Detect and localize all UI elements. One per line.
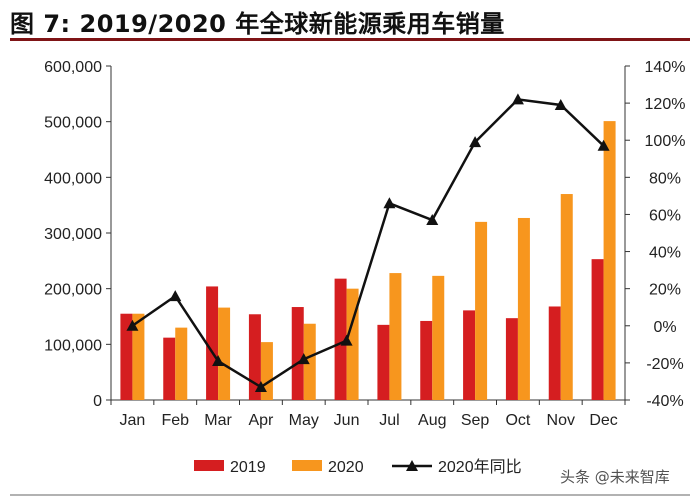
x-tick-label: Sep: [461, 412, 490, 429]
left-tick-label: 0: [93, 393, 102, 410]
yoy-marker: [554, 98, 567, 110]
yoy-marker: [212, 355, 225, 367]
right-tick-label: -20%: [646, 356, 683, 373]
x-tick-label: May: [289, 412, 319, 429]
bar-2019: [548, 306, 561, 400]
yoy-marker: [597, 139, 610, 151]
chart-title: 图 7: 2019/2020 年全球新能源乘用车销量: [10, 10, 505, 38]
left-tick-label: 300,000: [44, 226, 102, 243]
bar-2020: [475, 221, 488, 400]
bar-series: [120, 121, 616, 401]
x-tick-label: Apr: [248, 412, 274, 429]
bar-2019: [505, 318, 518, 400]
left-tick-label: 400,000: [44, 170, 102, 187]
right-tick-label: 0%: [653, 319, 676, 336]
bar-2020: [603, 121, 616, 401]
bar-2019: [291, 307, 304, 400]
bar-2020: [175, 327, 188, 400]
bar-2020: [218, 307, 231, 400]
legend-marker-yoy: [406, 460, 418, 471]
x-tick-label: Mar: [204, 412, 232, 429]
yoy-marker: [297, 353, 310, 365]
x-tick-label: Dec: [589, 412, 617, 429]
bar-2020: [132, 313, 145, 400]
legend-label-2019: 2019: [230, 459, 266, 476]
bar-2019: [591, 259, 604, 400]
title-rule: [10, 38, 690, 41]
yoy-marker: [383, 197, 396, 209]
x-tick-label: Jan: [120, 412, 146, 429]
bar-2020: [389, 273, 402, 400]
right-tick-label: 100%: [645, 133, 686, 150]
bar-2019: [163, 337, 176, 400]
x-tick-label: Nov: [547, 412, 575, 429]
yoy-marker: [126, 319, 139, 331]
legend-label-2020: 2020: [328, 459, 364, 476]
bar-2020: [303, 323, 316, 400]
bar-2019: [334, 278, 347, 400]
bar-2020: [560, 194, 573, 400]
bar-2020: [432, 275, 445, 400]
x-tick-label: Feb: [161, 412, 189, 429]
legend-swatch-2020: [292, 460, 322, 471]
bar-2020: [517, 217, 530, 400]
bar-2019: [377, 324, 390, 400]
right-tick-label: 60%: [649, 207, 681, 224]
x-tick-label: Oct: [505, 412, 530, 429]
yoy-marker: [340, 334, 353, 346]
bar-2020: [346, 288, 359, 400]
bar-2019: [463, 310, 476, 400]
x-tick-label: Jul: [379, 412, 399, 429]
chart-axes: 0 100,000 200,000 300,000 400,000 500,000 600,…: [44, 59, 685, 429]
x-tick-label: Jun: [334, 412, 360, 429]
right-tick-label: 120%: [645, 96, 686, 113]
right-tick-label: 140%: [645, 59, 686, 76]
right-tick-label: 40%: [649, 245, 681, 262]
bottom-rule: [10, 494, 690, 496]
chart-legend: 2019 2020 2020年同比: [194, 458, 522, 476]
bar-2019: [120, 313, 133, 400]
yoy-marker: [511, 93, 524, 105]
left-tick-label: 600,000: [44, 59, 102, 76]
bar-2019: [206, 286, 219, 400]
bar-2019: [248, 314, 261, 400]
left-tick-label: 200,000: [44, 282, 102, 299]
yoy-line-series: [126, 93, 610, 393]
x-tick-label: Aug: [418, 412, 446, 429]
yoy-marker: [426, 214, 439, 226]
left-tick-label: 500,000: [44, 115, 102, 132]
left-tick-label: 100,000: [44, 337, 102, 354]
watermark-text: 头条 @未来智库: [560, 468, 670, 486]
legend-label-yoy: 2020年同比: [438, 458, 522, 476]
right-tick-label: 80%: [649, 170, 681, 187]
yoy-marker: [254, 381, 267, 393]
legend-swatch-2019: [194, 460, 224, 471]
yoy-marker: [169, 290, 182, 302]
right-tick-label: 20%: [649, 282, 681, 299]
yoy-marker: [469, 136, 482, 148]
bar-2019: [420, 320, 433, 400]
yoy-line: [131, 98, 605, 389]
right-tick-label: -40%: [646, 393, 683, 410]
